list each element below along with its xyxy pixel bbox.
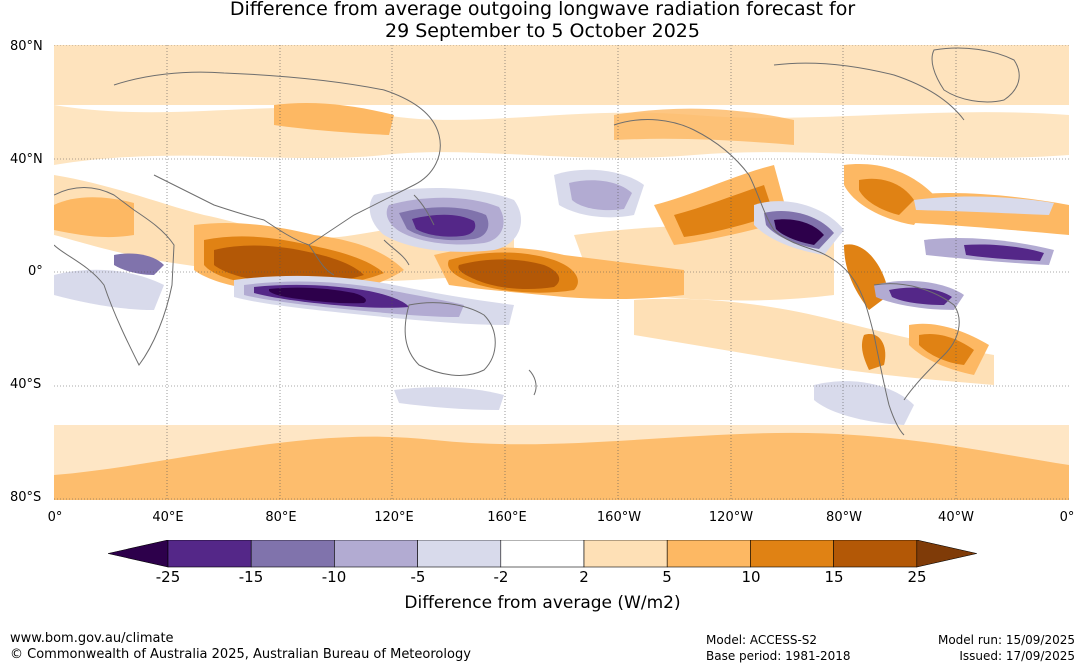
colorbar-tick: -25 xyxy=(155,568,181,586)
colorbar-label: Difference from average (W/m2) xyxy=(404,593,681,613)
lon-label-120e: 120°E xyxy=(374,510,414,525)
footer-model: Model: ACCESS-S2 xyxy=(706,633,818,647)
colorbar-tick: -15 xyxy=(238,568,264,586)
lon-label-40w: 40°W xyxy=(938,510,974,525)
lat-label-80s: 80°S xyxy=(10,490,42,505)
lat-label-40n: 40°N xyxy=(10,152,43,167)
colorbar-tick: -2 xyxy=(493,568,509,586)
colorbar-segment xyxy=(417,540,502,568)
lon-label-80w: 80°W xyxy=(826,510,862,525)
coastlines xyxy=(54,47,1020,436)
chart-title-line-1: Difference from average outgoing longwav… xyxy=(229,0,856,20)
colorbar-segment xyxy=(833,540,918,568)
map-canvas xyxy=(54,45,1069,500)
colorbar-segment xyxy=(500,540,585,568)
colorbar-arrow-high xyxy=(916,540,977,568)
colorbar-segment xyxy=(334,540,418,568)
colorbar-tick: 2 xyxy=(579,568,589,586)
colorbar-segment xyxy=(250,540,335,568)
graticule xyxy=(54,45,1069,500)
lat-label-80n: 80°N xyxy=(10,39,43,54)
colorbar-segment xyxy=(666,540,751,568)
colorbar-tick: 10 xyxy=(741,568,761,586)
footer-url: www.bom.gov.au/climate xyxy=(10,631,174,646)
colorbar-segment xyxy=(167,540,252,568)
colorbar-tick: 5 xyxy=(662,568,672,586)
chart-title-line-2: 29 September to 5 October 2025 xyxy=(385,20,700,42)
lon-label-0-east: 0° xyxy=(1059,510,1075,525)
colorbar-tick: -5 xyxy=(410,568,426,586)
colorbar-tick: 25 xyxy=(907,568,927,586)
footer-model-run: Model run: 15/09/2025 xyxy=(937,633,1075,647)
lon-label-160w: 160°W xyxy=(596,510,642,525)
lat-label-40s: 40°S xyxy=(10,377,42,392)
lat-label-0: 0° xyxy=(28,264,43,279)
footer-issued: Issued: 17/09/2025 xyxy=(959,649,1075,663)
lon-label-120w: 120°W xyxy=(708,510,754,525)
colorbar-arrow-low xyxy=(108,540,169,568)
footer-dates: Model run: 15/09/2025 Issued: 17/09/2025 xyxy=(938,632,1075,664)
footer-base-period: Base period: 1981-2018 xyxy=(706,649,851,663)
colorbar-segment xyxy=(750,540,834,568)
lon-label-80e: 80°E xyxy=(265,510,297,525)
lon-label-40e: 40°E xyxy=(152,510,184,525)
footer-attribution: www.bom.gov.au/climate © Commonwealth of… xyxy=(10,631,471,663)
colorbar xyxy=(108,540,977,568)
olr-anomaly-map xyxy=(54,45,1069,500)
colorbar-segment xyxy=(583,540,668,568)
footer-model-info: Model: ACCESS-S2 Base period: 1981-2018 xyxy=(706,632,851,664)
footer-copyright: © Commonwealth of Australia 2025, Austra… xyxy=(10,647,471,662)
colorbar-tick: 15 xyxy=(824,568,844,586)
negative-anomaly-fields xyxy=(54,169,1054,425)
colorbar-tick: -10 xyxy=(321,568,347,586)
lon-label-0: 0° xyxy=(47,510,63,525)
lon-label-160e: 160°E xyxy=(487,510,527,525)
anomaly-fields xyxy=(54,45,1069,500)
